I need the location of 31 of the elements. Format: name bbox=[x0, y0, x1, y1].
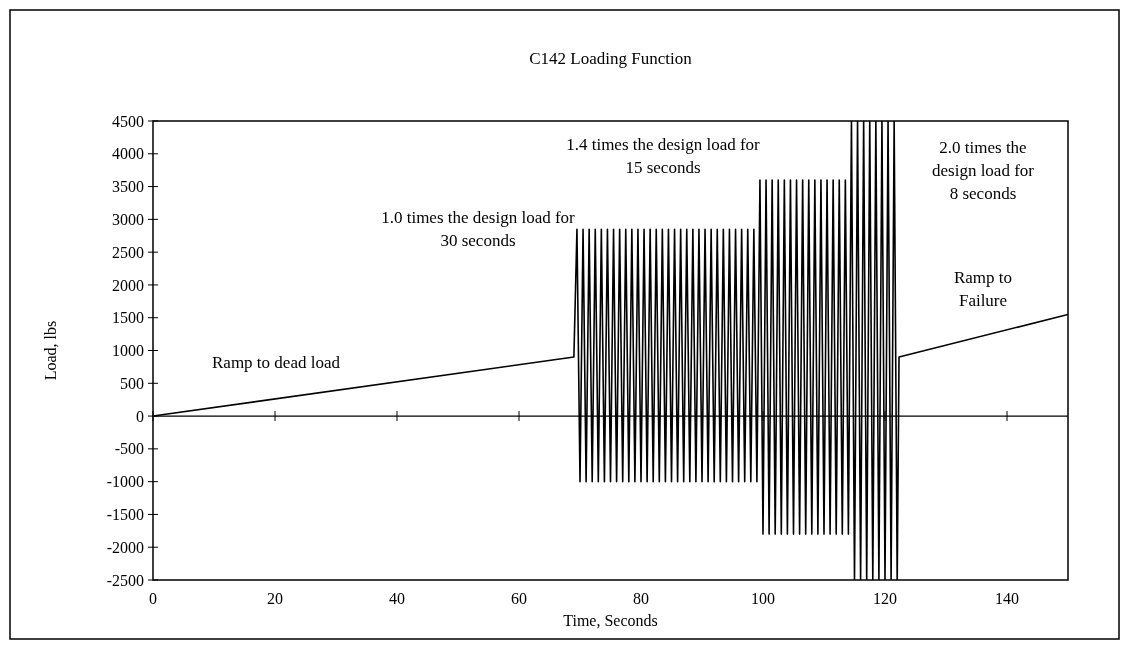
annotation: 1.0 times the design load for 30 seconds bbox=[381, 208, 576, 250]
y-tick-label: 500 bbox=[120, 374, 144, 392]
x-tick-label: 120 bbox=[873, 589, 897, 607]
chart-title: C142 Loading Function bbox=[529, 49, 693, 68]
y-tick-label: -1500 bbox=[106, 506, 144, 524]
y-tick-label: 3000 bbox=[112, 210, 144, 228]
x-tick-label: 40 bbox=[389, 589, 405, 607]
y-tick-label: -500 bbox=[114, 440, 144, 458]
x-tick-label: 140 bbox=[995, 589, 1019, 607]
y-tick-label: -2500 bbox=[106, 571, 144, 589]
y-tick-label: 4500 bbox=[112, 112, 144, 130]
x-tick-label: 100 bbox=[751, 589, 775, 607]
annotation: 2.0 times the design load for 8 seconds bbox=[932, 138, 1035, 203]
annotation: Ramp to Failure bbox=[953, 268, 1013, 310]
y-tick-label: 3500 bbox=[112, 178, 144, 196]
y-tick-label: 1000 bbox=[112, 342, 144, 360]
annotation: Ramp to dead load bbox=[212, 353, 341, 372]
x-tick-label: 20 bbox=[267, 589, 283, 607]
y-tick-label: 2000 bbox=[112, 276, 144, 294]
x-tick-label: 80 bbox=[633, 589, 649, 607]
x-tick-label: 0 bbox=[149, 589, 157, 607]
y-tick-label: 1500 bbox=[112, 309, 144, 327]
y-tick-label: 0 bbox=[136, 407, 144, 425]
x-tick-label: 60 bbox=[511, 589, 527, 607]
y-axis-title: Load, lbs bbox=[42, 320, 59, 381]
x-axis-title: Time, Seconds bbox=[563, 612, 658, 629]
y-tick-label: 4000 bbox=[112, 145, 144, 163]
annotation: 1.4 times the design load for 15 seconds bbox=[566, 135, 761, 177]
y-tick-label: -2000 bbox=[106, 538, 144, 556]
y-tick-label: -1000 bbox=[106, 473, 144, 491]
y-tick-label: 2500 bbox=[112, 243, 144, 261]
